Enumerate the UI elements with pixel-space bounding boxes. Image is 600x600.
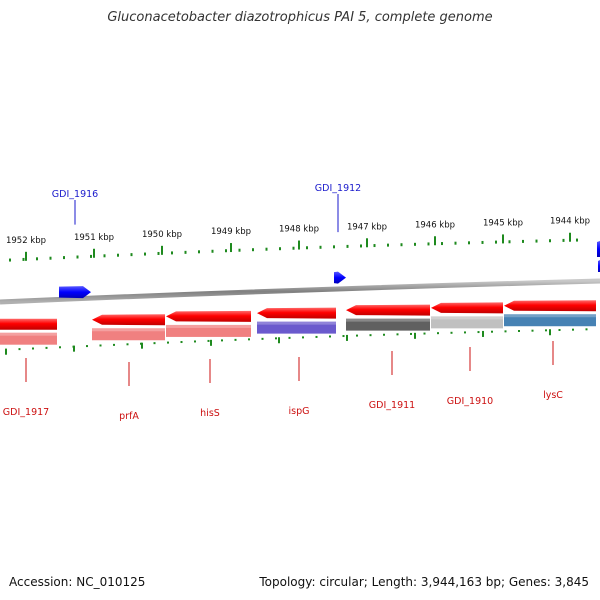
reverse-gene-arrow bbox=[92, 314, 165, 326]
category-highlight bbox=[166, 324, 251, 328]
forward-gene-arrow bbox=[334, 271, 346, 284]
topology-text: Topology: circular; Length: 3,944,163 bp… bbox=[259, 575, 589, 589]
scale-track bbox=[9, 232, 578, 262]
tick-label: 1951 kbp bbox=[74, 233, 114, 243]
reverse-gene-arrow bbox=[0, 318, 57, 330]
category-highlight bbox=[431, 316, 503, 320]
category-highlight bbox=[257, 321, 336, 325]
tick-label: 1946 kbp bbox=[415, 220, 455, 230]
reverse-gene-arrow bbox=[166, 310, 251, 322]
tick-label: 1949 kbp bbox=[211, 227, 251, 237]
genome-backbone bbox=[0, 278, 600, 305]
tick-label: 1945 kbp bbox=[483, 218, 523, 228]
category-band bbox=[257, 321, 336, 334]
gene-label: GDI_1912 bbox=[315, 183, 361, 194]
category-band bbox=[346, 318, 430, 331]
category-band bbox=[166, 324, 251, 337]
reverse-gene-arrow bbox=[346, 304, 430, 316]
gene-label: lysC bbox=[543, 390, 563, 401]
scale-labels: 1952 kbp 1951 kbp 1950 kbp 1949 kbp 1948 kbp… bbox=[6, 217, 590, 246]
gene-label: ispG bbox=[289, 406, 310, 417]
category-track bbox=[0, 314, 596, 345]
category-highlight bbox=[0, 332, 57, 336]
tick-label: 1950 kbp bbox=[142, 230, 182, 240]
category-band bbox=[0, 332, 57, 345]
gene-label: GDI_1916 bbox=[52, 189, 98, 200]
category-band bbox=[92, 328, 165, 341]
category-highlight bbox=[92, 328, 165, 332]
category-highlight bbox=[346, 318, 430, 322]
category-band bbox=[431, 316, 503, 329]
gene-label: prfA bbox=[119, 411, 139, 422]
forward-strand: GDI_1916 GDI_1912 bbox=[52, 183, 600, 299]
reverse-gene-arrow bbox=[504, 300, 596, 312]
tick-label: 1944 kbp bbox=[550, 217, 590, 227]
tick-label: 1948 kbp bbox=[279, 225, 319, 235]
reverse-gene-arrow bbox=[431, 302, 503, 314]
gene-label: hisS bbox=[200, 408, 220, 419]
forward-gene-arrow bbox=[597, 241, 600, 257]
gene-label: GDI_1917 bbox=[3, 407, 49, 418]
accession-text: Accession: NC_010125 bbox=[9, 575, 146, 589]
reverse-gene-arrow bbox=[257, 307, 336, 319]
reverse-strand: GDI_1917 prfA hisS ispG GDI_1911 GDI_1910 lysC bbox=[0, 300, 596, 422]
map-title: Gluconacetobacter diazotrophicus PAI 5, … bbox=[107, 10, 493, 25]
forward-gene-arrow bbox=[59, 286, 91, 299]
tick-label: 1952 kbp bbox=[6, 236, 46, 246]
lower-scale-track bbox=[5, 328, 588, 355]
category-highlight bbox=[504, 314, 596, 318]
category-band bbox=[504, 314, 596, 327]
gene-label: GDI_1910 bbox=[447, 396, 493, 407]
tick-label: 1947 kbp bbox=[347, 222, 387, 232]
gene-label: GDI_1911 bbox=[369, 400, 415, 411]
